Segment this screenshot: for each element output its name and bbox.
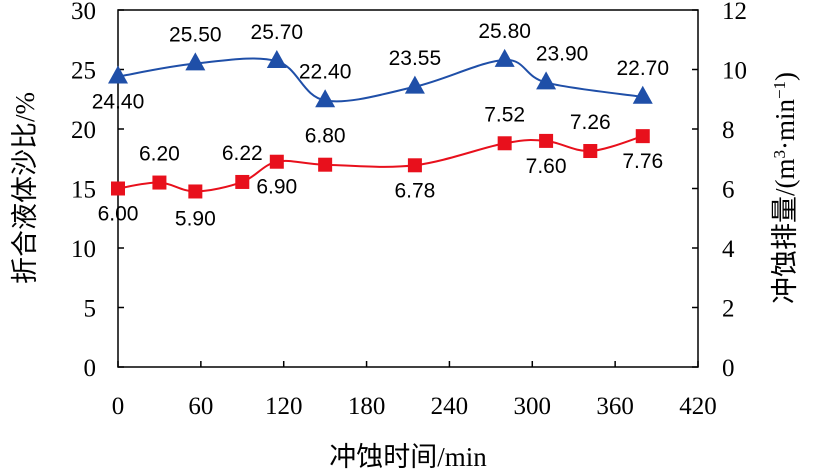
data-point-square <box>583 144 598 159</box>
data-point-triangle <box>536 71 557 90</box>
y-right-tick-label: 6 <box>722 177 735 204</box>
data-label: 6.78 <box>394 179 435 202</box>
data-label: 25.50 <box>169 24 222 47</box>
x-tick-label: 300 <box>514 393 552 420</box>
data-point-square <box>269 154 284 169</box>
x-tick-label: 0 <box>112 393 125 420</box>
x-tick-label: 120 <box>265 393 303 420</box>
data-label: 7.60 <box>526 155 567 178</box>
y-right-title-sup1: 3 <box>770 150 789 159</box>
data-label: 22.70 <box>616 57 669 80</box>
data-label: 6.00 <box>98 203 139 226</box>
x-tick-label: 240 <box>431 393 469 420</box>
y-left-tick-label: 15 <box>71 177 96 204</box>
y-left-tick-label: 5 <box>84 296 97 323</box>
y-right-title-prefix: 冲蚀排量/(m <box>770 159 800 305</box>
data-point-square <box>152 175 167 190</box>
y-axis-left-title: 折合液体沙比/% <box>10 92 40 284</box>
y-right-tick-label: 0 <box>722 355 735 382</box>
data-point-square <box>188 184 203 199</box>
data-label: 7.26 <box>570 111 611 134</box>
data-label: 25.80 <box>478 20 531 43</box>
y-right-tick-label: 4 <box>722 236 735 263</box>
data-label: 25.70 <box>251 21 304 44</box>
data-label: 6.20 <box>139 143 180 166</box>
data-point-square <box>318 157 333 172</box>
data-point-triangle <box>315 89 336 108</box>
data-point-square <box>539 133 554 148</box>
y-right-title-sup2: −1 <box>770 81 789 99</box>
data-label: 6.22 <box>222 142 263 165</box>
y-left-tick-label: 25 <box>71 58 96 85</box>
y-axis-right-title: 冲蚀排量/(m3·min−1) <box>770 72 800 304</box>
data-label: 6.90 <box>256 176 297 199</box>
data-label: 23.55 <box>389 47 442 70</box>
y-right-title-mid: ·min <box>770 99 800 150</box>
data-point-square <box>111 181 125 196</box>
data-point-triangle <box>108 65 128 84</box>
x-tick-label: 60 <box>188 393 213 420</box>
y-right-title-suffix: ) <box>770 72 800 81</box>
y-left-tick-label: 20 <box>71 117 96 144</box>
y-right-tick-label: 12 <box>722 0 747 25</box>
data-point-square <box>407 158 422 173</box>
x-tick-label: 360 <box>596 393 634 420</box>
data-point-square <box>497 136 512 151</box>
x-axis-title: 冲蚀时间/min <box>329 442 487 472</box>
series-line <box>117 135 644 193</box>
data-point-square <box>235 174 250 189</box>
data-point-triangle <box>494 48 515 67</box>
data-label: 7.52 <box>484 103 525 126</box>
data-point-square <box>635 129 650 144</box>
y-right-tick-label: 10 <box>722 58 747 85</box>
data-label: 23.90 <box>536 43 589 66</box>
y-right-tick-label: 2 <box>722 296 735 323</box>
data-point-triangle <box>266 50 287 69</box>
y-right-tick-label: 8 <box>722 117 735 144</box>
x-tick-label: 420 <box>679 393 717 420</box>
data-point-triangle <box>185 52 206 71</box>
data-point-triangle <box>632 85 653 104</box>
y-left-tick-label: 30 <box>71 0 96 25</box>
data-label: 24.40 <box>92 91 145 114</box>
data-point-triangle <box>404 75 425 94</box>
data-label: 22.40 <box>299 60 352 83</box>
y-left-tick-label: 0 <box>84 355 97 382</box>
data-label: 6.80 <box>305 125 346 148</box>
data-label: 5.90 <box>175 207 216 230</box>
data-label: 7.76 <box>622 150 663 173</box>
x-tick-label: 180 <box>348 393 386 420</box>
y-left-tick-label: 10 <box>71 236 96 263</box>
